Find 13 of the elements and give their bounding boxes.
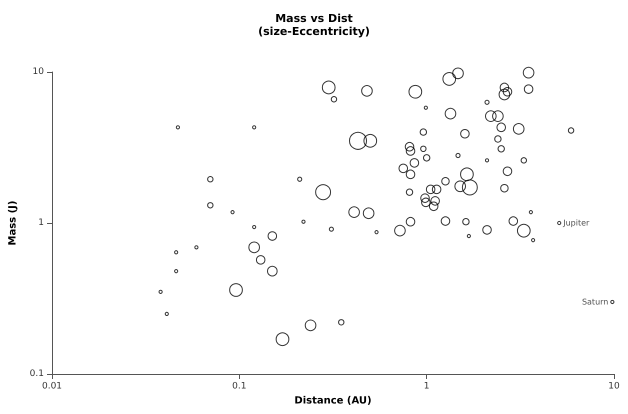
chart-title: Mass vs Dist	[275, 12, 353, 25]
chart-subtitle: (size-Eccentricity)	[258, 25, 370, 38]
x-tick-label: 1	[424, 382, 430, 392]
annotation: Jupiter	[562, 218, 590, 228]
x-tick-label: 10	[608, 382, 620, 392]
x-tick-label: 0.01	[42, 382, 62, 392]
y-tick-label: 10	[32, 67, 44, 77]
y-axis-title: Mass (J)	[8, 200, 18, 246]
y-tick-label: 0.1	[30, 369, 44, 379]
annotation: Saturn	[582, 297, 608, 306]
x-axis-title: Distance (AU)	[294, 396, 372, 406]
y-tick-label: 1	[38, 218, 44, 228]
x-tick-label: 0.1	[232, 382, 246, 392]
